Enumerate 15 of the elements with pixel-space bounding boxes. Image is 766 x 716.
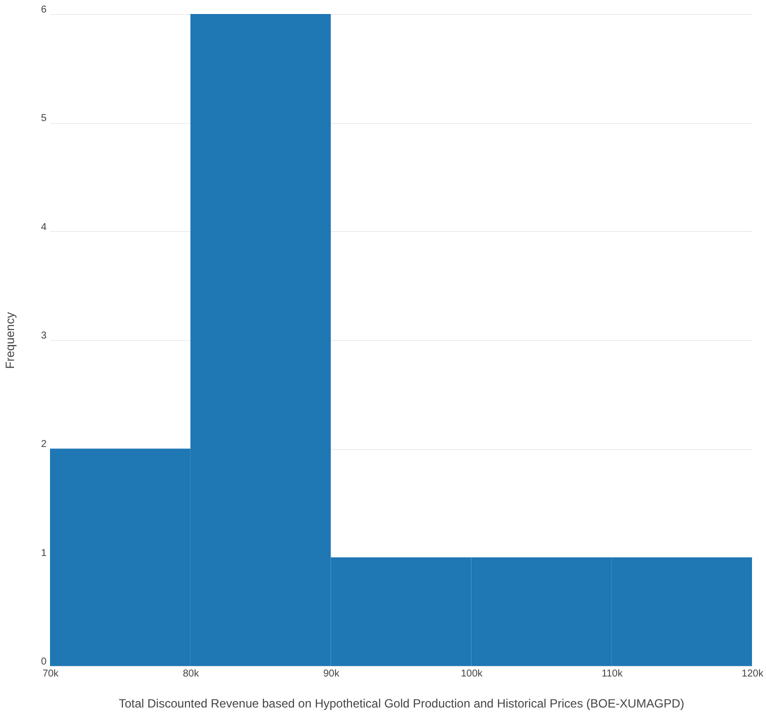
x-tick-label: 110k bbox=[602, 668, 624, 680]
x-tick-label: 70k bbox=[42, 668, 60, 680]
x-tick-label: 120k bbox=[742, 668, 764, 680]
x-tick-label: 80k bbox=[182, 668, 200, 680]
y-tick-label: 2 bbox=[40, 439, 47, 450]
y-tick-label: 1 bbox=[40, 548, 47, 559]
y-tick-label: 5 bbox=[40, 113, 47, 124]
x-tick-label: 100k bbox=[460, 668, 484, 680]
x-axis-title: Total Discounted Revenue based on Hypothetical Gold Production and Historical Prices (BOE-XUMAGPD) bbox=[118, 696, 684, 710]
y-tick-label: 4 bbox=[40, 222, 47, 233]
y-axis-title: Frequency bbox=[2, 312, 17, 369]
y-tick-label: 3 bbox=[40, 330, 47, 342]
y-tick-label: 0 bbox=[40, 656, 47, 668]
x-tick-label: 90k bbox=[323, 668, 340, 680]
y-tick-label: 6 bbox=[40, 4, 47, 16]
